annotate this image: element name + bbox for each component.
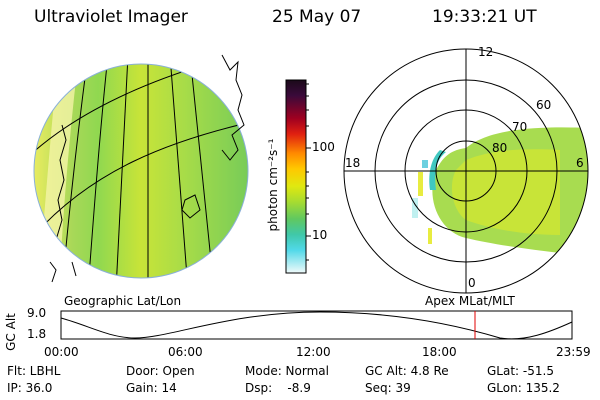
geographic-image xyxy=(33,54,249,283)
mlat-label-60: 60 xyxy=(536,98,552,112)
dsp-info: Dsp: -8.9 xyxy=(245,381,311,395)
colorbar-tick-10: 10 xyxy=(312,228,328,242)
alt-tick-high: 9.0 xyxy=(27,306,47,320)
altitude-plot xyxy=(60,310,573,340)
instrument-title: Ultraviolet Imager xyxy=(34,7,188,27)
time-tick-0600: 06:00 xyxy=(168,345,203,359)
gc-alt-info: GC Alt: 4.8 Re xyxy=(365,364,449,378)
mode-info: Mode: Normal xyxy=(245,364,329,378)
ip-info: IP: 36.0 xyxy=(7,381,53,395)
time-tick-2359: 23:59 xyxy=(556,345,591,359)
door-info: Door: Open xyxy=(126,364,195,378)
mlat-label-80: 80 xyxy=(492,141,508,155)
alt-tick-low: 1.8 xyxy=(27,327,47,341)
mlt-label-0: 0 xyxy=(468,276,476,290)
colorbar-tick-100: 100 xyxy=(312,140,335,154)
glat-info: GLat: -51.5 xyxy=(487,364,554,378)
mlt-label-12: 12 xyxy=(478,45,494,59)
time-tick-1800: 18:00 xyxy=(422,345,457,359)
mlt-label-18: 18 xyxy=(345,156,361,170)
time-tick-0000: 00:00 xyxy=(44,345,79,359)
polar-plot xyxy=(343,48,589,294)
altitude-axis-label: GC Alt xyxy=(4,313,18,351)
geo-caption: Geographic Lat/Lon xyxy=(64,294,182,308)
polar-caption: Apex MLat/MLT xyxy=(425,294,515,308)
time-label: 19:33:21 UT xyxy=(432,7,537,27)
gain-info: Gain: 14 xyxy=(126,381,177,395)
time-tick-1200: 12:00 xyxy=(296,345,331,359)
mlt-label-6: 6 xyxy=(576,156,584,170)
date-label: 25 May 07 xyxy=(272,7,362,27)
colorbar-unit-label: photon cm⁻²s⁻¹ xyxy=(266,138,280,232)
mlat-label-70: 70 xyxy=(512,120,528,134)
glon-info: GLon: 135.2 xyxy=(487,381,560,395)
color-bar xyxy=(285,79,311,274)
filter-info: Flt: LBHL xyxy=(7,364,61,378)
seq-info: Seq: 39 xyxy=(365,381,411,395)
